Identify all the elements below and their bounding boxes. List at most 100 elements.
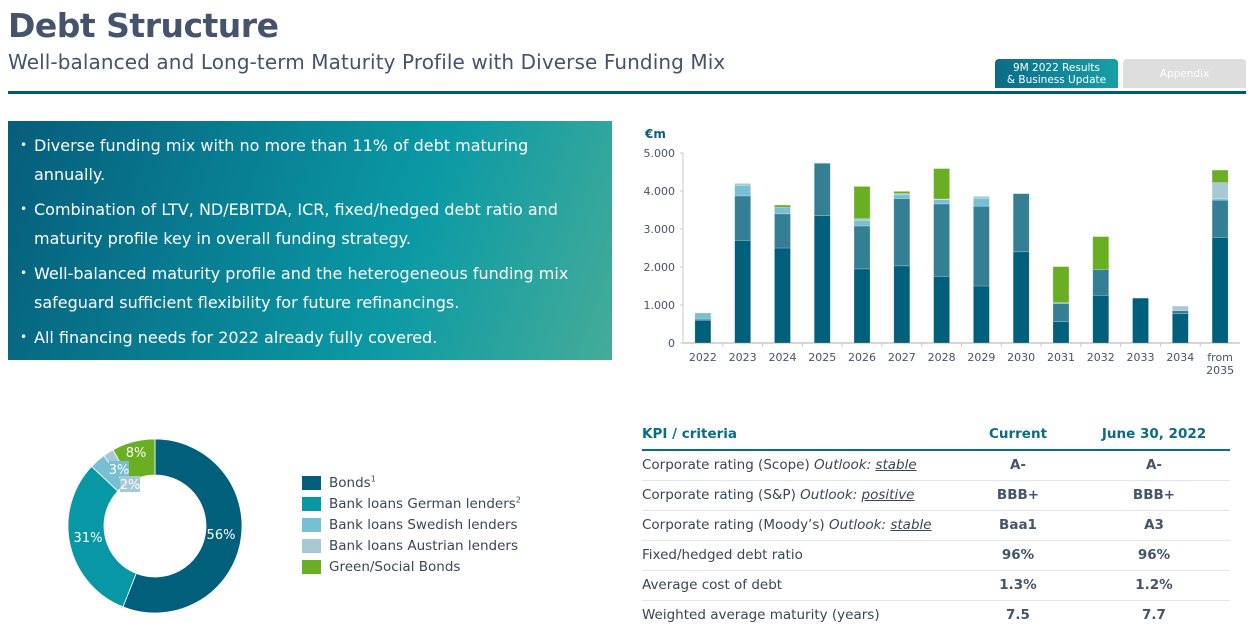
y-tick-label: 2.000 bbox=[644, 261, 676, 274]
legend-label: Bonds1 bbox=[329, 474, 376, 491]
x-tick-label: 2031 bbox=[1047, 351, 1075, 364]
donut-label-bg bbox=[74, 529, 102, 545]
bar-segment-swedish bbox=[694, 312, 712, 320]
legend-swatch bbox=[302, 475, 321, 490]
bullet-item: Combination of LTV, ND/EBITDA, ICR, fixe… bbox=[20, 195, 600, 253]
tab-label-line2: & Business Update bbox=[1006, 74, 1107, 86]
donut-slice-donut_german bbox=[67, 465, 137, 608]
kpi-row: Average cost of debt 1.3% 1.2% bbox=[642, 570, 1230, 601]
bar-segment-swedish bbox=[734, 185, 751, 197]
bar-segment-bonds bbox=[813, 215, 831, 344]
bar-segment-german bbox=[734, 195, 751, 241]
kpi-previous-value: 96% bbox=[1078, 540, 1230, 571]
outlook-value: stable bbox=[890, 517, 932, 533]
bar-segment-german bbox=[774, 213, 791, 249]
kpi-previous-value: A3 bbox=[1078, 510, 1230, 541]
bar-segment-bonds bbox=[853, 268, 871, 344]
legend-item: Green/Social Bonds bbox=[302, 556, 521, 577]
kpi-row: Corporate rating (S&P) Outlook: positive… bbox=[642, 480, 1230, 511]
bar-segment-green bbox=[893, 191, 911, 194]
x-tick-label: 2032 bbox=[1087, 351, 1115, 364]
kpi-previous-value: BBB+ bbox=[1078, 480, 1230, 511]
bar-segment-german bbox=[1052, 303, 1070, 323]
x-tick-label: 2026 bbox=[848, 351, 876, 364]
kpi-criteria: Average cost of debt bbox=[642, 570, 958, 601]
legend-item: Bank loans Austrian lenders bbox=[302, 535, 521, 556]
bar-segment-austrian bbox=[734, 183, 751, 186]
bullet-item: All financing needs for 2022 already ful… bbox=[20, 323, 600, 352]
page-title: Debt Structure bbox=[8, 6, 279, 45]
kpi-row: Corporate rating (Moody’s) Outlook: stab… bbox=[642, 510, 1230, 541]
header-divider bbox=[8, 91, 1246, 94]
kpi-previous-value: 1.2% bbox=[1078, 570, 1230, 601]
funding-mix-donut-chart: 56% 31% 3%2% 8% bbox=[67, 438, 243, 614]
bar-segment-swedish bbox=[774, 207, 791, 215]
y-tick-label: 4.000 bbox=[644, 185, 676, 198]
bar-segment-austrian bbox=[1211, 182, 1229, 199]
legend-label: Green/Social Bonds bbox=[329, 558, 461, 575]
x-tick-label: 2028 bbox=[928, 351, 956, 364]
bar-segment-german bbox=[1172, 310, 1189, 315]
kpi-row: Corporate rating (Scope) Outlook: stable… bbox=[642, 450, 1230, 481]
bar-segment-green bbox=[1211, 169, 1229, 183]
donut-data-label: 56% bbox=[207, 528, 236, 543]
legend-label: Bank loans Swedish lenders bbox=[329, 516, 518, 533]
tab-appendix[interactable]: Appendix bbox=[1123, 59, 1246, 88]
bar-segment-swedish bbox=[893, 194, 911, 199]
kpi-criteria: Weighted average maturity (years) bbox=[642, 607, 880, 624]
bullet-item: Diverse funding mix with no more than 11… bbox=[20, 131, 600, 189]
bar-segment-bonds bbox=[1132, 297, 1149, 344]
legend-label: Bank loans Austrian lenders bbox=[329, 537, 518, 554]
bar-segment-austrian bbox=[933, 198, 950, 201]
legend-swatch bbox=[302, 496, 321, 511]
bar-segment-austrian bbox=[1172, 305, 1189, 311]
kpi-criteria: Corporate rating (S&P) Outlook: positive bbox=[642, 480, 958, 511]
bar-segment-bonds bbox=[1052, 321, 1070, 344]
bar-segment-bonds bbox=[933, 276, 950, 344]
legend-label: Bank loans German lenders2 bbox=[329, 495, 521, 512]
bar-segment-austrian bbox=[893, 193, 911, 196]
tab-9m-2022-results[interactable]: 9M 2022 Results & Business Update bbox=[995, 59, 1118, 88]
bar-segment-german bbox=[853, 225, 871, 270]
bar-segment-austrian bbox=[973, 196, 990, 199]
kpi-header-criteria: KPI / criteria bbox=[642, 418, 958, 451]
y-tick-label: 0 bbox=[668, 337, 675, 350]
bar-segment-bonds bbox=[734, 240, 751, 344]
x-tick-label: 2030 bbox=[1007, 351, 1035, 364]
kpi-previous-value: A- bbox=[1078, 450, 1230, 481]
footnote-marker: 1 bbox=[370, 474, 376, 483]
legend-item: Bonds1 bbox=[302, 472, 521, 493]
bar-segment-swedish bbox=[933, 199, 950, 205]
bar-segment-german bbox=[1012, 193, 1030, 253]
bar-segment-german bbox=[813, 162, 831, 216]
donut-label-bg bbox=[126, 444, 146, 460]
footnote-marker: 2 bbox=[515, 495, 521, 504]
donut-data-label: 8% bbox=[126, 446, 147, 461]
kpi-current-value: Baa1 bbox=[958, 510, 1078, 541]
kpi-current-value: BBB+ bbox=[958, 480, 1078, 511]
kpi-header-row: KPI / criteria Current June 30, 2022 bbox=[642, 418, 1230, 451]
bar-segment-german bbox=[1092, 269, 1110, 296]
bar-segment-bonds bbox=[893, 265, 911, 344]
kpi-criteria: Corporate rating (Moody’s) Outlook: stab… bbox=[642, 510, 958, 541]
y-tick-label: 5.000 bbox=[644, 147, 676, 160]
kpi-current-value: A- bbox=[958, 450, 1078, 481]
kpi-current-value: 96% bbox=[958, 540, 1078, 571]
bar-segment-bonds bbox=[694, 319, 712, 344]
bar-segment-green bbox=[933, 168, 950, 200]
kpi-current-value: 1.3% bbox=[958, 570, 1078, 601]
x-tick-label: 2023 bbox=[729, 351, 757, 364]
x-tick-label: 2033 bbox=[1127, 351, 1155, 364]
x-tick-label: 2022 bbox=[689, 351, 717, 364]
key-points-panel: Diverse funding mix with no more than 11… bbox=[8, 121, 612, 360]
bar-segment-bonds bbox=[1012, 251, 1030, 344]
bar-segment-green bbox=[1092, 236, 1110, 270]
legend-item: Bank loans German lenders2 bbox=[302, 493, 521, 514]
maturity-profile-bar-chart: €m 0 1.000 2.000 3.000 4.000 5.000 2022 2023 2024… bbox=[644, 127, 1240, 377]
legend-swatch bbox=[302, 538, 321, 553]
bar-segment-bonds bbox=[1211, 237, 1229, 344]
y-tick-label: 3.000 bbox=[644, 223, 676, 236]
donut-data-label: 2% bbox=[120, 478, 141, 493]
x-tick-label: 2024 bbox=[768, 351, 796, 364]
y-axis-unit-label: €m bbox=[644, 127, 666, 141]
